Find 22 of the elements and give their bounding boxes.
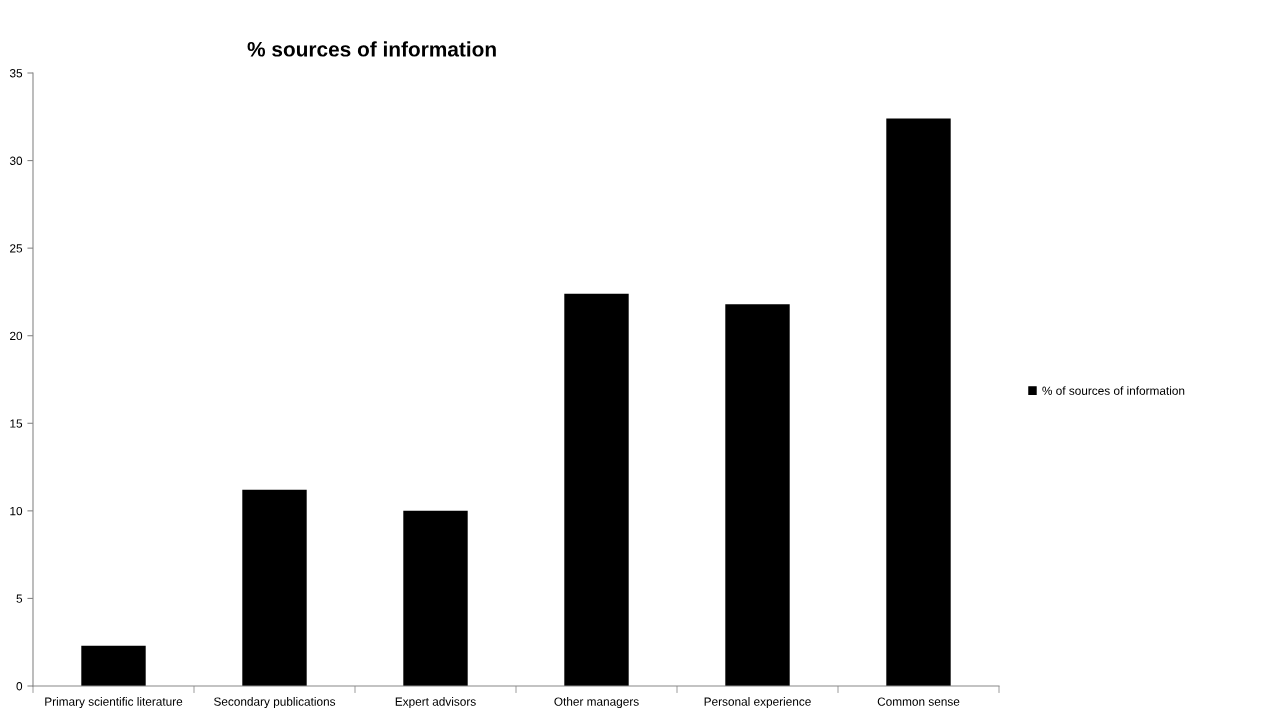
x-tick-label: Secondary publications: [214, 697, 336, 709]
y-tick-label: 35: [9, 69, 23, 78]
y-tick-label: 10: [10, 506, 23, 516]
x-tick-label: Other managers: [554, 697, 639, 709]
y-tick-label: 15: [10, 419, 23, 428]
bar: [403, 510, 468, 686]
y-tick-label: 30: [9, 156, 23, 165]
x-tick-label: Expert advisors: [395, 697, 476, 709]
legend-label: % of sources of information: [1042, 386, 1185, 395]
bar: [725, 304, 790, 686]
bar: [242, 489, 307, 686]
x-tick-label: Common sense: [877, 697, 960, 706]
bar: [81, 645, 146, 686]
y-tick-label: 0: [16, 682, 23, 691]
y-tick-label: 20: [10, 331, 23, 341]
x-tick-label: Personal experience: [704, 697, 811, 709]
bar: [564, 293, 629, 686]
chart-title: % sources of information: [247, 41, 496, 57]
y-tick-label: 25: [10, 244, 23, 253]
x-tick-label: Primary scientific literature: [45, 697, 183, 709]
bar: [886, 118, 951, 686]
y-tick-label: 5: [16, 594, 23, 603]
